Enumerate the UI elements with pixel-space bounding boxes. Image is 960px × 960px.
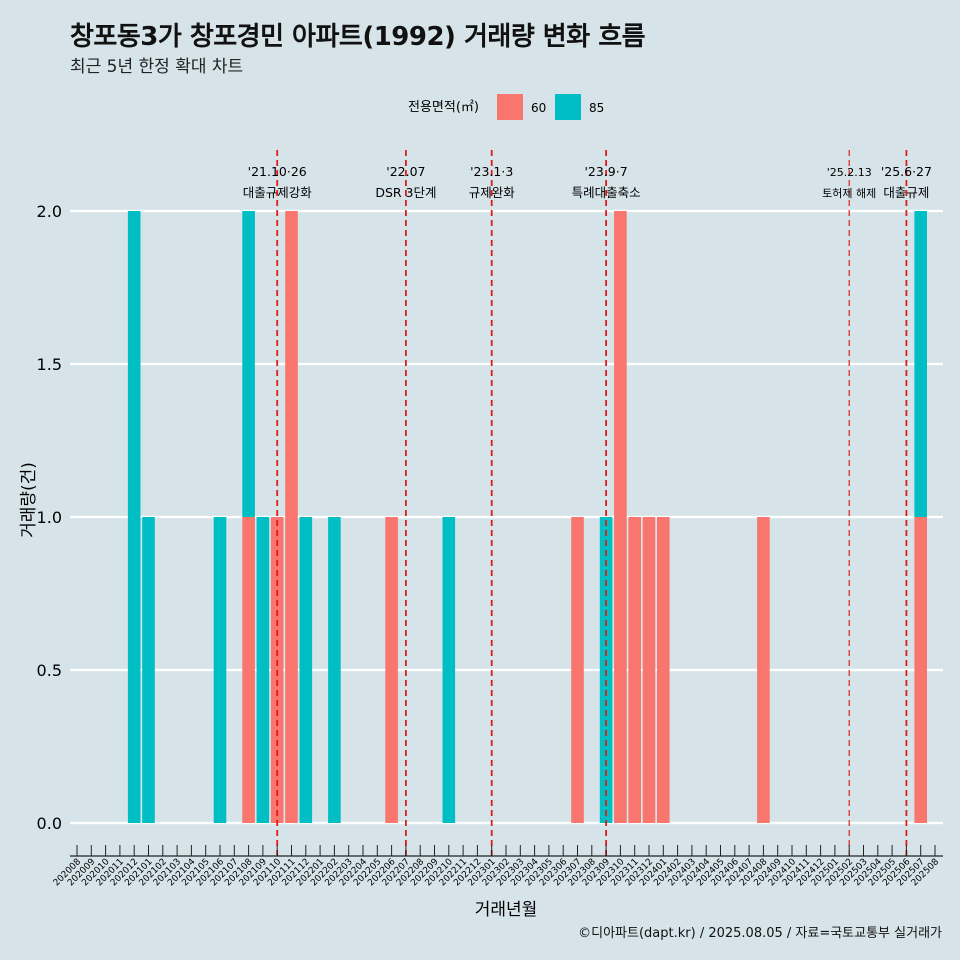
- legend-title: 전용면적(㎡): [408, 100, 479, 115]
- bar-85-202202: [328, 517, 341, 823]
- bar-60-202111: [285, 211, 298, 823]
- gridlines: [70, 209, 943, 825]
- y-tick-label: 2.0: [37, 202, 62, 221]
- event-date: '25.6·27: [881, 164, 932, 179]
- legend-swatch-85: [555, 94, 581, 120]
- event-label: 특례대출축소: [572, 185, 641, 200]
- event-date: '23.9·7: [584, 164, 627, 179]
- bar-60-202307: [571, 517, 584, 823]
- chart-subtitle: 최근 5년 한정 확대 차트: [70, 57, 244, 77]
- y-tick-label: 1.5: [37, 355, 62, 374]
- bar-85-202012: [127, 211, 141, 823]
- bar-85-202101: [142, 517, 155, 823]
- bars: [127, 211, 927, 823]
- y-axis-ticks: 0.0 0.5 1.0 1.5 2.0: [37, 202, 62, 833]
- bar-85-202109: [256, 517, 270, 823]
- bar-85-202106: [213, 517, 227, 823]
- event-label: 대출규제강화: [243, 185, 313, 200]
- bar-85-202108: [242, 211, 255, 517]
- bar-60-202108: [242, 517, 255, 823]
- y-tick-label: 0.0: [37, 814, 62, 833]
- legend-label-85: 85: [589, 101, 604, 115]
- chart-title: 창포동3가 창포경민 아파트(1992) 거래량 변화 흐름: [70, 22, 646, 52]
- bar-60-202311: [628, 517, 641, 823]
- legend: 전용면적(㎡) 60 85: [408, 94, 604, 120]
- bar-60-202310: [614, 211, 627, 823]
- y-tick-label: 1.0: [37, 508, 62, 527]
- bar-60-202206: [385, 517, 398, 823]
- y-tick-label: 0.5: [37, 661, 62, 680]
- y-axis-title: 거래량(건): [19, 462, 39, 538]
- event-date: '22.07: [386, 164, 425, 179]
- event-label: 대출규제: [883, 185, 929, 200]
- legend-label-60: 60: [531, 101, 546, 115]
- event-label: 규제완화: [469, 185, 516, 200]
- event-label: 토허제 해제: [822, 186, 876, 200]
- source-caption: ©디아파트(dapt.kr) / 2025.08.05 / 자료=국토교통부 실…: [578, 926, 942, 941]
- event-date: '23.1·3: [470, 164, 513, 179]
- bar-60-202312: [642, 517, 656, 823]
- bar-60-202401: [657, 517, 670, 823]
- bar-85-202112: [299, 517, 313, 823]
- bar-60-202408: [757, 517, 770, 823]
- event-annotations: '21.10·26 대출규제강화 '22.07 DSR 3단계 '23.1·3 규제완화 '…: [243, 150, 932, 856]
- bar-85-202210: [442, 517, 456, 823]
- event-date: '25.2.13: [827, 166, 872, 179]
- x-axis-title: 거래년월: [475, 900, 538, 920]
- x-axis-ticks: 2020082020092020102020112020122021012021…: [52, 845, 941, 888]
- event-label: DSR 3단계: [375, 185, 436, 200]
- bar-60-202507: [914, 517, 927, 823]
- legend-swatch-60: [497, 94, 523, 120]
- bar-85-202507: [914, 211, 927, 517]
- event-date: '21.10·26: [248, 164, 307, 179]
